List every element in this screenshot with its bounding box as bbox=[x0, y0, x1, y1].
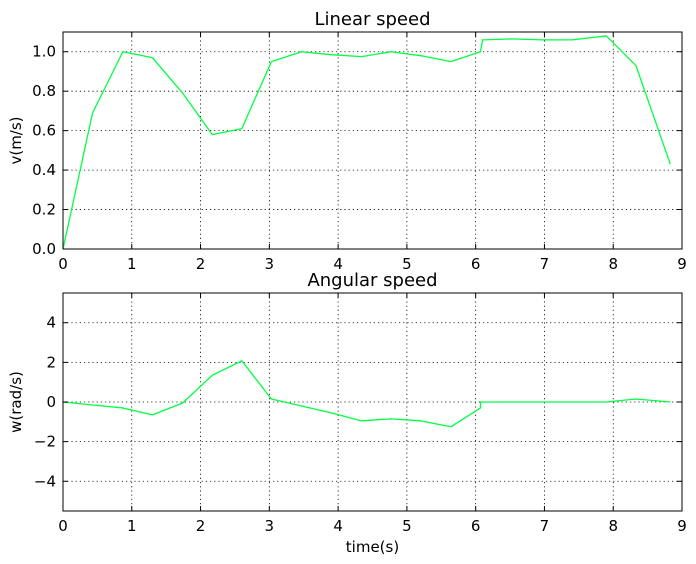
linear-speed-xtick-label: 1 bbox=[127, 255, 137, 273]
linear-speed-xtick-label: 7 bbox=[540, 255, 550, 273]
linear-speed-title: Linear speed bbox=[314, 9, 430, 30]
linear-speed-axes: 0 1 2 3 4 5 6 7 8 9 0.0 0.2 0.4 0.6 0.8 1.0 Linear speed… bbox=[7, 9, 687, 273]
linear-speed-ylabel: v(m/s) bbox=[7, 116, 25, 164]
angular-speed-ytick-label: 4 bbox=[46, 314, 56, 332]
angular-speed-title: Angular speed bbox=[307, 270, 437, 291]
linear-speed-xtick-label: 8 bbox=[608, 255, 618, 273]
angular-speed-xtick-label: 9 bbox=[677, 517, 687, 535]
angular-speed-xtick-label: 6 bbox=[471, 517, 481, 535]
linear-speed-xtick-label: 3 bbox=[265, 255, 275, 273]
linear-speed-series-line bbox=[62, 35, 671, 250]
angular-speed-xtick-label: 2 bbox=[196, 517, 206, 535]
linear-speed-xtick-label: 0 bbox=[58, 255, 68, 273]
linear-speed-frame bbox=[62, 31, 683, 250]
angular-speed-xtick-label: 8 bbox=[608, 517, 618, 535]
linear-speed-ytick-label: 0.0 bbox=[32, 240, 56, 258]
angular-speed-xtick-label: 1 bbox=[127, 517, 137, 535]
linear-speed-xtick-label: 4 bbox=[333, 255, 343, 273]
angular-speed-xtick-label: 4 bbox=[333, 517, 343, 535]
linear-speed-xtick-label: 5 bbox=[402, 255, 412, 273]
angular-speed-ytick-label: −2 bbox=[34, 433, 56, 451]
linear-speed-xtick-label: 2 bbox=[196, 255, 206, 273]
angular-speed-ylabel: w(rad/s) bbox=[7, 371, 25, 433]
angular-speed-xtick-label: 5 bbox=[402, 517, 412, 535]
linear-speed-xtick-label: 6 bbox=[471, 255, 481, 273]
angular-speed-ytick-label: 0 bbox=[46, 393, 56, 411]
angular-speed-xtick-label: 0 bbox=[58, 517, 68, 535]
angular-speed-ytick-label: −4 bbox=[34, 472, 56, 490]
angular-speed-axes: 0 1 2 3 4 5 6 7 8 9 −4 −2 0 2 4 Angular speed w(rad/s) ti… bbox=[7, 270, 687, 556]
linear-speed-ytick-label: 0.2 bbox=[32, 201, 56, 219]
angular-speed-ytick-label: 2 bbox=[46, 353, 56, 371]
linear-speed-ytick-label: 0.8 bbox=[32, 82, 56, 100]
angular-speed-xtick-label: 3 bbox=[265, 517, 275, 535]
linear-speed-ytick-label: 0.4 bbox=[32, 161, 56, 179]
angular-speed-series-line bbox=[62, 360, 671, 428]
angular-speed-xtick-label: 7 bbox=[540, 517, 550, 535]
angular-speed-xlabel: time(s) bbox=[346, 538, 399, 556]
linear-speed-xtick-label: 9 bbox=[677, 255, 687, 273]
linear-speed-ytick-label: 1.0 bbox=[32, 43, 56, 61]
linear-speed-ytick-label: 0.6 bbox=[32, 122, 56, 140]
